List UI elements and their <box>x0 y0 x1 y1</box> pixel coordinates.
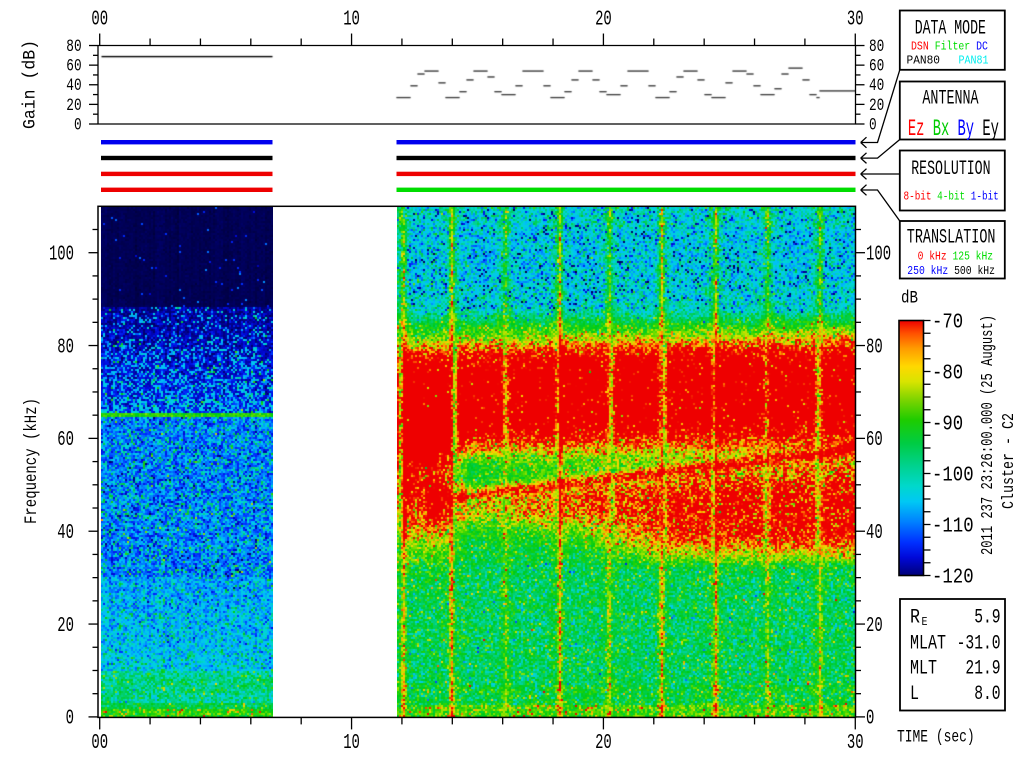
svg-text:MLAT: MLAT <box>910 632 946 655</box>
svg-text:E: E <box>922 615 928 629</box>
svg-text:40: 40 <box>66 77 81 96</box>
svg-text:-80: -80 <box>932 361 963 385</box>
svg-text:L: L <box>910 683 919 706</box>
svg-text:dB: dB <box>901 289 918 309</box>
svg-text:250 kHz 500 kHz: 250 kHz 500 kHz <box>907 264 995 278</box>
svg-text:20: 20 <box>57 614 74 638</box>
svg-text:80: 80 <box>866 335 883 359</box>
svg-text:0 kHz 125 kHz: 0 kHz 125 kHz <box>918 250 994 264</box>
svg-text:30: 30 <box>847 731 864 755</box>
svg-text:10: 10 <box>343 7 360 31</box>
svg-text:TIME (sec): TIME (sec) <box>897 728 975 748</box>
svg-text:Cluster - C2: Cluster - C2 <box>1000 413 1019 509</box>
svg-text:00: 00 <box>91 7 108 31</box>
svg-text:40: 40 <box>866 521 883 545</box>
svg-text:0: 0 <box>66 707 74 731</box>
svg-text:R: R <box>910 607 920 630</box>
svg-text:Gain (dB): Gain (dB) <box>21 40 41 129</box>
svg-text:0: 0 <box>866 707 874 731</box>
svg-text:2011 237 23:26:00.000 (25 Augu: 2011 237 23:26:00.000 (25 August) <box>979 315 998 555</box>
svg-text:DATA MODE: DATA MODE <box>915 18 986 41</box>
svg-text:TRANSLATION: TRANSLATION <box>907 227 996 250</box>
svg-text:RESOLUTION: RESOLUTION <box>911 158 990 181</box>
svg-text:60: 60 <box>57 428 74 452</box>
svg-text:40: 40 <box>57 521 74 545</box>
svg-text:-31.0: -31.0 <box>957 632 1001 655</box>
svg-text:21.9: 21.9 <box>965 658 1000 681</box>
svg-text:-110: -110 <box>932 514 974 538</box>
svg-text:PAN80: PAN80 <box>907 53 941 67</box>
svg-text:-70: -70 <box>932 310 963 334</box>
svg-text:-100: -100 <box>932 463 974 487</box>
svg-text:Ez Bx By Ey: Ez Bx By Ey <box>908 116 999 142</box>
svg-text:00: 00 <box>91 731 108 755</box>
svg-text:20: 20 <box>595 7 612 31</box>
svg-text:30: 30 <box>847 7 864 31</box>
svg-text:-90: -90 <box>932 412 963 436</box>
svg-text:Frequency (kHz): Frequency (kHz) <box>22 398 42 524</box>
svg-text:20: 20 <box>595 731 612 755</box>
svg-text:-120: -120 <box>932 565 974 589</box>
svg-text:5.9: 5.9 <box>974 607 1000 630</box>
svg-text:8-bit 4-bit 1-bit: 8-bit 4-bit 1-bit <box>904 190 999 204</box>
svg-text:20: 20 <box>866 614 883 638</box>
svg-text:0: 0 <box>74 116 82 135</box>
svg-text:8.0: 8.0 <box>974 683 1000 706</box>
svg-text:DSN Filter DC: DSN Filter DC <box>911 39 988 53</box>
svg-text:100: 100 <box>866 242 891 266</box>
svg-text:PAN81: PAN81 <box>959 53 989 67</box>
svg-text:60: 60 <box>869 58 884 77</box>
svg-text:MLT: MLT <box>910 658 937 681</box>
svg-text:60: 60 <box>66 58 81 77</box>
svg-text:ANTENNA: ANTENNA <box>922 88 979 111</box>
svg-text:40: 40 <box>869 77 884 96</box>
svg-text:10: 10 <box>343 731 360 755</box>
svg-text:80: 80 <box>57 335 74 359</box>
svg-text:80: 80 <box>869 38 884 57</box>
svg-text:0: 0 <box>869 116 877 135</box>
svg-text:20: 20 <box>66 97 81 116</box>
svg-text:60: 60 <box>866 428 883 452</box>
svg-text:80: 80 <box>66 38 81 57</box>
svg-text:20: 20 <box>869 97 884 116</box>
svg-text:100: 100 <box>49 242 74 266</box>
